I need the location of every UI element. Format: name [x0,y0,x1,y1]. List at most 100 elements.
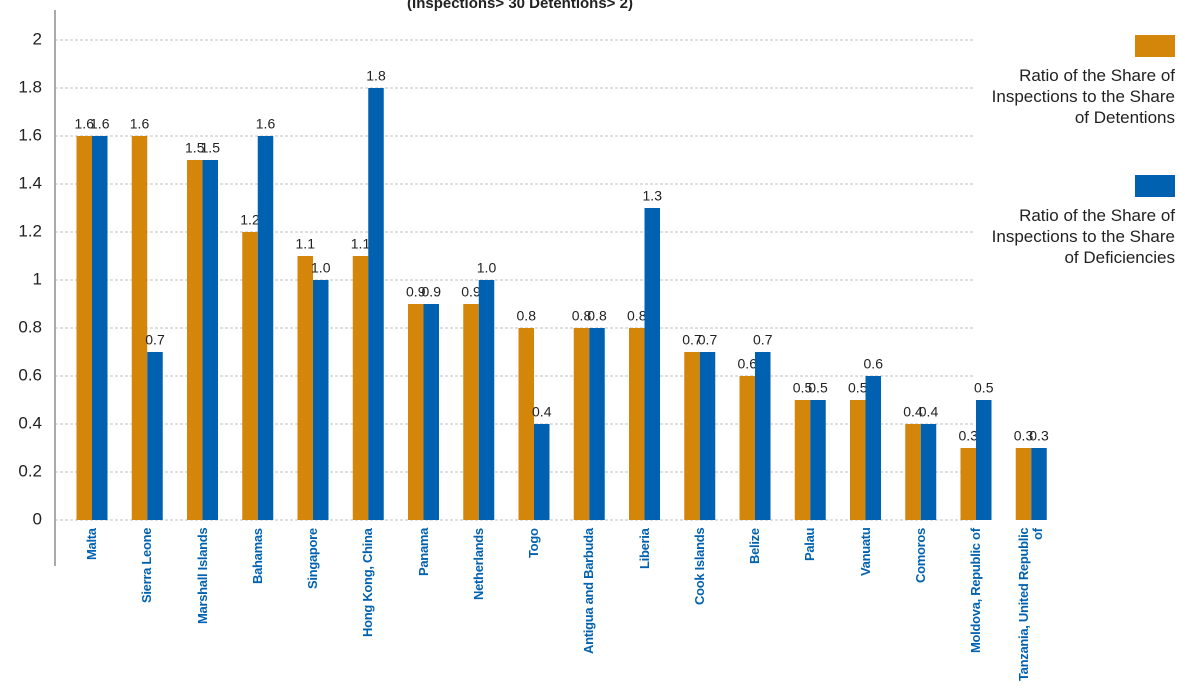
x-tick-label: Togo [526,528,541,558]
y-tick-label: 0.8 [18,317,42,336]
data-label: 0.5 [848,380,868,396]
bar [76,136,92,520]
data-label: 0.9 [461,284,481,300]
data-label: 1.3 [643,188,663,204]
bar [589,328,605,520]
data-label: 1.6 [75,116,95,132]
data-label: 0.8 [572,308,592,324]
bar [242,232,258,520]
bar [368,88,384,520]
data-label: 0.4 [919,404,939,420]
x-tick-label: Vanuatu [857,528,873,577]
bar [297,256,313,520]
data-label: 0.9 [422,284,442,300]
x-tick-label: Moldova, Republic of [968,528,983,653]
data-label: 1.8 [366,68,386,84]
bar [92,136,108,520]
y-tick-label: 2 [33,29,42,48]
bar [960,448,976,520]
legend-label: Ratio of the Share of Inspections to the… [991,66,1175,127]
y-tick-label: 1.6 [18,125,42,144]
y-tick-label: 1 [33,269,42,288]
data-label: 0.5 [808,380,828,396]
data-label: 0.8 [587,308,607,324]
data-label: 1.0 [477,260,497,276]
x-tick-label: Cook Islands [691,528,707,606]
data-label: 1.1 [296,236,316,252]
bar [408,304,424,520]
x-tick-label: Malta [84,528,99,560]
data-label: 0.5 [974,380,994,396]
x-tick-label: Hong Kong, China [360,528,376,637]
data-label: 0.4 [532,404,552,420]
legend-swatch [1135,35,1175,57]
data-label: 1.2 [240,212,260,228]
bar [629,328,645,520]
legend-label: Ratio of the Share of Inspections to the… [991,206,1175,267]
data-label: 0.9 [406,284,426,300]
data-label: 1.6 [256,116,276,132]
bar [1031,448,1047,520]
data-label: 0.8 [627,308,647,324]
bar [534,424,550,520]
data-label: 0.3 [1014,428,1034,444]
bar [147,352,163,520]
bar [518,328,534,520]
y-tick-label: 0 [33,509,42,528]
bar [202,160,218,520]
x-tick-label: Belize [747,528,762,564]
bar [131,136,148,520]
bar [478,280,495,520]
data-label: 0.8 [517,308,537,324]
bar [755,352,771,520]
data-label: 0.7 [753,332,773,348]
x-tick-label: Palau [802,528,818,562]
x-tick-label: Singapore [305,528,320,589]
y-tick-label: 1.4 [18,173,42,192]
data-label: 1.1 [351,236,371,252]
x-tick-label: Bahamas [249,528,265,584]
x-tick-label: Netherlands [470,528,486,600]
bar [644,208,660,520]
bar [187,160,203,520]
data-label: 0.6 [738,356,758,372]
bar [699,352,716,520]
bar [905,424,921,520]
y-tick-label: 0.4 [18,413,42,432]
bar [739,376,755,520]
bar [794,400,811,520]
data-label: 1.6 [130,116,150,132]
legend-swatch [1135,175,1175,197]
data-label: 1.5 [185,140,205,156]
bar [352,256,369,520]
data-label: 0.6 [864,356,884,372]
data-label: 0.7 [698,332,718,348]
bar [810,400,826,520]
bar [423,304,439,520]
y-tick-label: 0.2 [18,461,42,480]
y-tick-label: 1.8 [18,77,42,96]
x-tick-label: Comoros [912,528,928,583]
bar [850,400,866,520]
y-tick-label: 0.6 [18,365,42,384]
data-label: 0.5 [793,380,813,396]
bar [313,280,329,520]
y-tick-label: 1.2 [18,221,42,240]
chart-subtitle: (Inspections> 30 Detentions> 2) [407,0,633,12]
data-label: 1.0 [311,260,331,276]
x-tick-label: Sierra Leone [139,528,155,604]
data-label: 1.5 [201,140,221,156]
x-tick-label: Antigua and Barbuda [581,528,597,654]
bar [865,376,881,520]
data-label: 1.6 [90,116,110,132]
bar [463,304,479,520]
bar [257,136,274,520]
x-tick-label: Panama [415,528,431,577]
data-label: 0.7 [145,332,165,348]
x-tick-label: Liberia [636,528,652,569]
bar [976,400,992,520]
data-label: 0.3 [959,428,979,444]
x-tick-label: Marshall Islands [194,528,210,625]
